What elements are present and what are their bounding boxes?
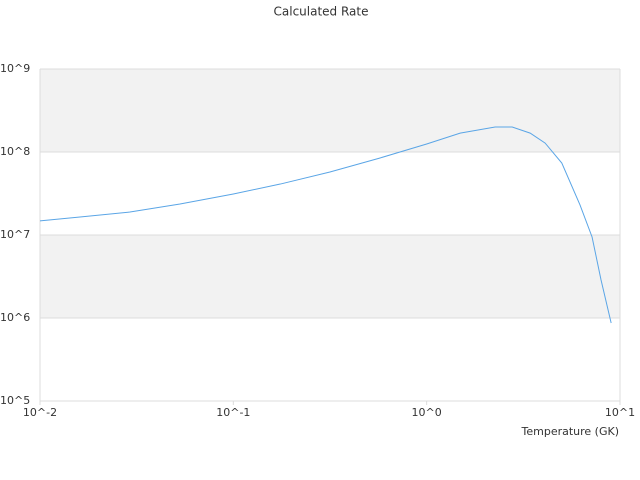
x-tick-label: 10^-1 xyxy=(216,406,250,419)
y-tick-label: 10^6 xyxy=(0,311,30,324)
y-tick-label: 10^8 xyxy=(0,145,30,158)
x-tick-label: 10^0 xyxy=(412,406,442,419)
chart-title: Calculated Rate xyxy=(274,5,369,19)
line xyxy=(39,126,612,324)
y-tick-label: 10^9 xyxy=(0,62,30,75)
y-tick-label: 10^7 xyxy=(0,228,30,241)
x-tick-label: 10^-2 xyxy=(23,406,57,419)
bands xyxy=(40,69,620,318)
x-axis-label: Temperature (GK) xyxy=(521,425,620,438)
band xyxy=(40,69,620,152)
band xyxy=(40,235,620,318)
y-tick-label: 10^5 xyxy=(0,394,30,407)
x-tick-label: 10^1 xyxy=(605,406,635,419)
